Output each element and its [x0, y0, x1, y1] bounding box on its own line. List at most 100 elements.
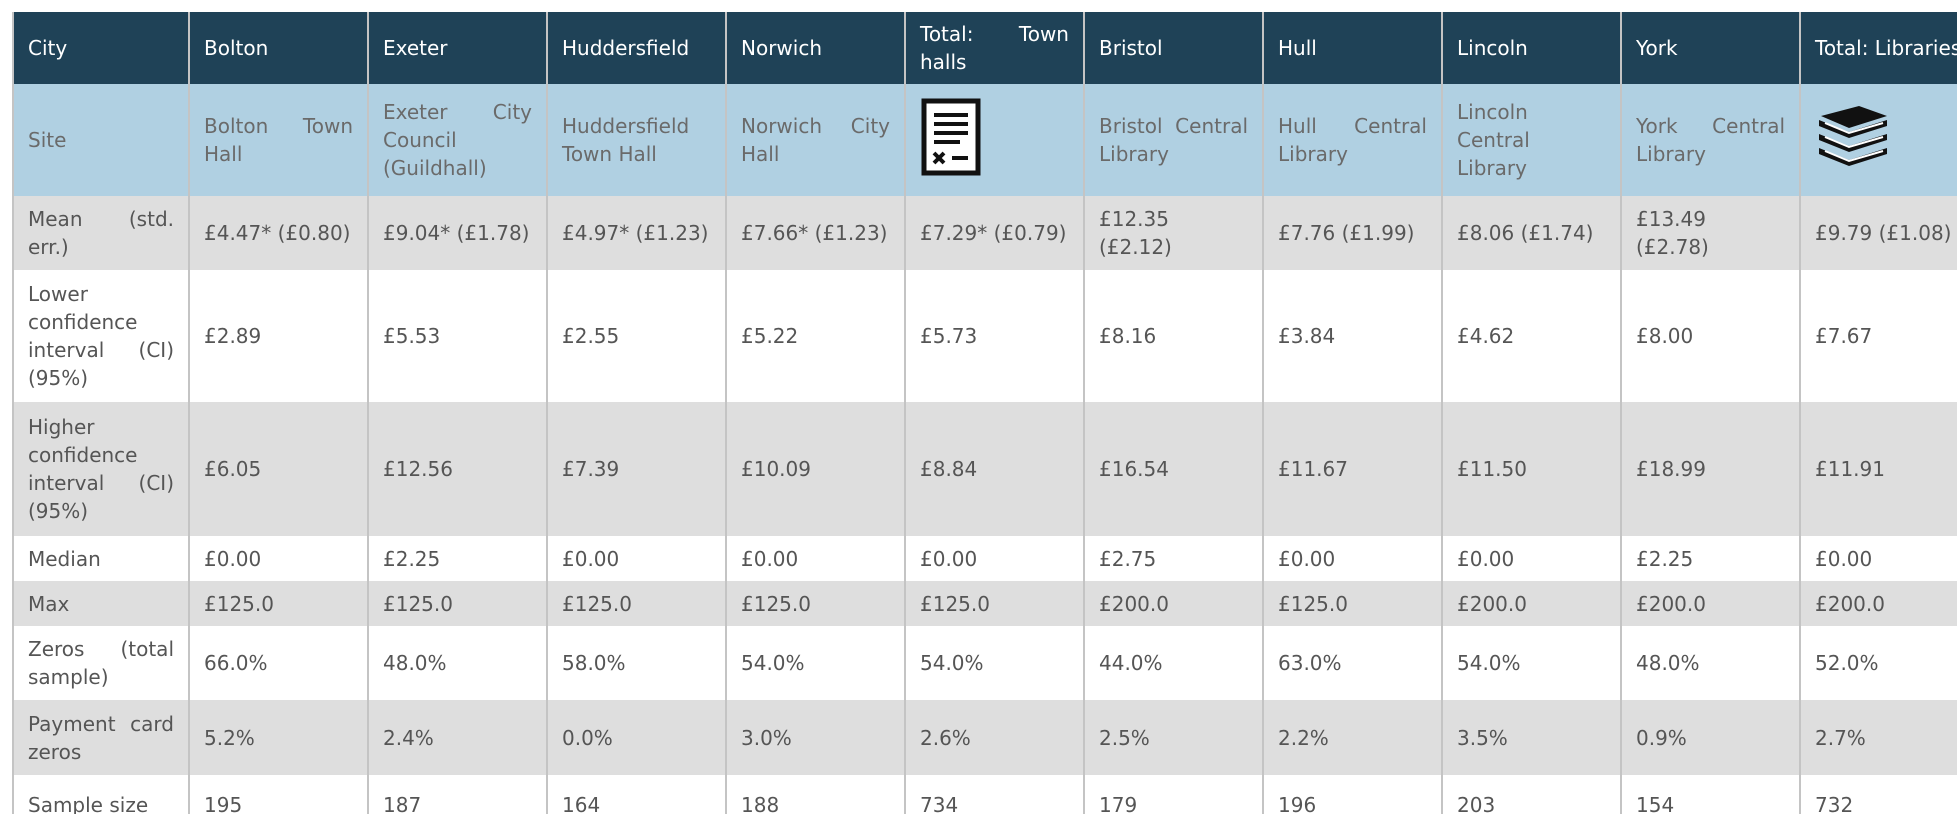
- table-row: Site Bolton Town Hall Exeter City Council …: [12, 84, 1957, 196]
- header-cell: Total: Town halls: [904, 12, 1085, 84]
- table-cell: 48.0%: [367, 626, 548, 700]
- table-cell: £13.49 (£2.78): [1620, 196, 1801, 270]
- table-cell: £0.00: [725, 536, 906, 581]
- table-cell: £8.00: [1620, 270, 1801, 402]
- table-cell: £9.04* (£1.78): [367, 196, 548, 270]
- table-row: Max £125.0 £125.0 £125.0 £125.0 £125.0 £200.0 £…: [12, 581, 1957, 626]
- table-cell: 58.0%: [546, 626, 727, 700]
- table-cell: 196: [1262, 775, 1443, 814]
- header-cell: Huddersfield: [546, 12, 727, 84]
- table-cell: £125.0: [904, 581, 1085, 626]
- table-cell: £2.89: [188, 270, 369, 402]
- table-cell: [904, 84, 1085, 196]
- table-cell: £11.91: [1799, 402, 1957, 536]
- table-cell: Hull Central Library: [1262, 84, 1443, 196]
- row-label: Higher confidence interval (CI) (95%): [12, 402, 190, 536]
- table-cell: £200.0: [1441, 581, 1622, 626]
- table-cell: £7.29* (£0.79): [904, 196, 1085, 270]
- header-cell: Bolton: [188, 12, 369, 84]
- table-cell: £0.00: [1799, 536, 1957, 581]
- table-cell: £9.79 (£1.08): [1799, 196, 1957, 270]
- header-cell: Lincoln: [1441, 12, 1622, 84]
- table-cell: £0.00: [1441, 536, 1622, 581]
- table-cell: £8.16: [1083, 270, 1264, 402]
- row-label: Site: [12, 84, 190, 196]
- table-cell: 2.4%: [367, 700, 548, 775]
- header-cell: Hull: [1262, 12, 1443, 84]
- table-cell: 5.2%: [188, 700, 369, 775]
- table-cell: 203: [1441, 775, 1622, 814]
- table-cell: £0.00: [1262, 536, 1443, 581]
- table-cell: 54.0%: [904, 626, 1085, 700]
- table-cell: 44.0%: [1083, 626, 1264, 700]
- table-cell: 188: [725, 775, 906, 814]
- table-cell: 732: [1799, 775, 1957, 814]
- table-cell: 54.0%: [1441, 626, 1622, 700]
- table-cell: Bristol Central Library: [1083, 84, 1264, 196]
- table-cell: 195: [188, 775, 369, 814]
- table-cell: £5.73: [904, 270, 1085, 402]
- table-cell: 154: [1620, 775, 1801, 814]
- table-cell: £7.76 (£1.99): [1262, 196, 1443, 270]
- table-cell: £16.54: [1083, 402, 1264, 536]
- table-cell: £18.99: [1620, 402, 1801, 536]
- table-cell: £7.39: [546, 402, 727, 536]
- table-cell: £125.0: [546, 581, 727, 626]
- header-cell: Norwich: [725, 12, 906, 84]
- table-cell: Huddersfield Town Hall: [546, 84, 727, 196]
- table-cell: 0.9%: [1620, 700, 1801, 775]
- table-container: City Bolton Exeter Huddersfield Norwich Total…: [12, 12, 1957, 814]
- table-cell: 2.2%: [1262, 700, 1443, 775]
- table-cell: 3.5%: [1441, 700, 1622, 775]
- table-row: Lower confidence interval (CI) (95%) £2.8…: [12, 270, 1957, 402]
- header-cell: York: [1620, 12, 1801, 84]
- table-cell: £11.67: [1262, 402, 1443, 536]
- row-label: Mean (std. err.): [12, 196, 190, 270]
- results-table: City Bolton Exeter Huddersfield Norwich Total…: [12, 12, 1957, 814]
- table-cell: 179: [1083, 775, 1264, 814]
- table-row: Zeros (total sample) 66.0% 48.0% 58.0% 54.0%…: [12, 626, 1957, 700]
- table-cell: £4.97* (£1.23): [546, 196, 727, 270]
- table-cell: £2.25: [1620, 536, 1801, 581]
- table-row: Median £0.00 £2.25 £0.00 £0.00 £0.00 £2.75 £0.0…: [12, 536, 1957, 581]
- table-cell: 2.6%: [904, 700, 1085, 775]
- table-cell: 66.0%: [188, 626, 369, 700]
- table-cell: £5.53: [367, 270, 548, 402]
- table-cell: 3.0%: [725, 700, 906, 775]
- table-cell: 54.0%: [725, 626, 906, 700]
- header-cell: Bristol: [1083, 12, 1264, 84]
- table-cell: 63.0%: [1262, 626, 1443, 700]
- table-cell: £4.47* (£0.80): [188, 196, 369, 270]
- table-cell: £200.0: [1799, 581, 1957, 626]
- header-cell: Total: Libraries: [1799, 12, 1957, 84]
- table-cell: £125.0: [725, 581, 906, 626]
- table-cell: 52.0%: [1799, 626, 1957, 700]
- table-cell: 48.0%: [1620, 626, 1801, 700]
- table-cell: £200.0: [1083, 581, 1264, 626]
- table-row: Higher confidence interval (CI) (95%) £6.…: [12, 402, 1957, 536]
- table-cell: £2.55: [546, 270, 727, 402]
- table-cell: Bolton Town Hall: [188, 84, 369, 196]
- table-cell: 2.7%: [1799, 700, 1957, 775]
- table-cell: £2.75: [1083, 536, 1264, 581]
- row-label: Median: [12, 536, 190, 581]
- table-cell: 734: [904, 775, 1085, 814]
- table-cell: £2.25: [367, 536, 548, 581]
- table-cell: £0.00: [546, 536, 727, 581]
- document-icon: [921, 98, 981, 175]
- header-cell: City: [12, 12, 190, 84]
- row-label: Max: [12, 581, 190, 626]
- table-cell: £12.56: [367, 402, 548, 536]
- row-label: Lower confidence interval (CI) (95%): [12, 270, 190, 402]
- table-row: Sample size 195 187 164 188 734 179 196 203 154 73…: [12, 775, 1957, 814]
- table-cell: Norwich City Hall: [725, 84, 906, 196]
- table-cell: £0.00: [188, 536, 369, 581]
- table-cell: £125.0: [367, 581, 548, 626]
- table-cell: £3.84: [1262, 270, 1443, 402]
- header-cell: Exeter: [367, 12, 548, 84]
- table-cell: £125.0: [188, 581, 369, 626]
- table-cell: £200.0: [1620, 581, 1801, 626]
- row-label: Payment card zeros: [12, 700, 190, 775]
- table-row: Mean (std. err.) £4.47* (£0.80) £9.04* (£1…: [12, 196, 1957, 270]
